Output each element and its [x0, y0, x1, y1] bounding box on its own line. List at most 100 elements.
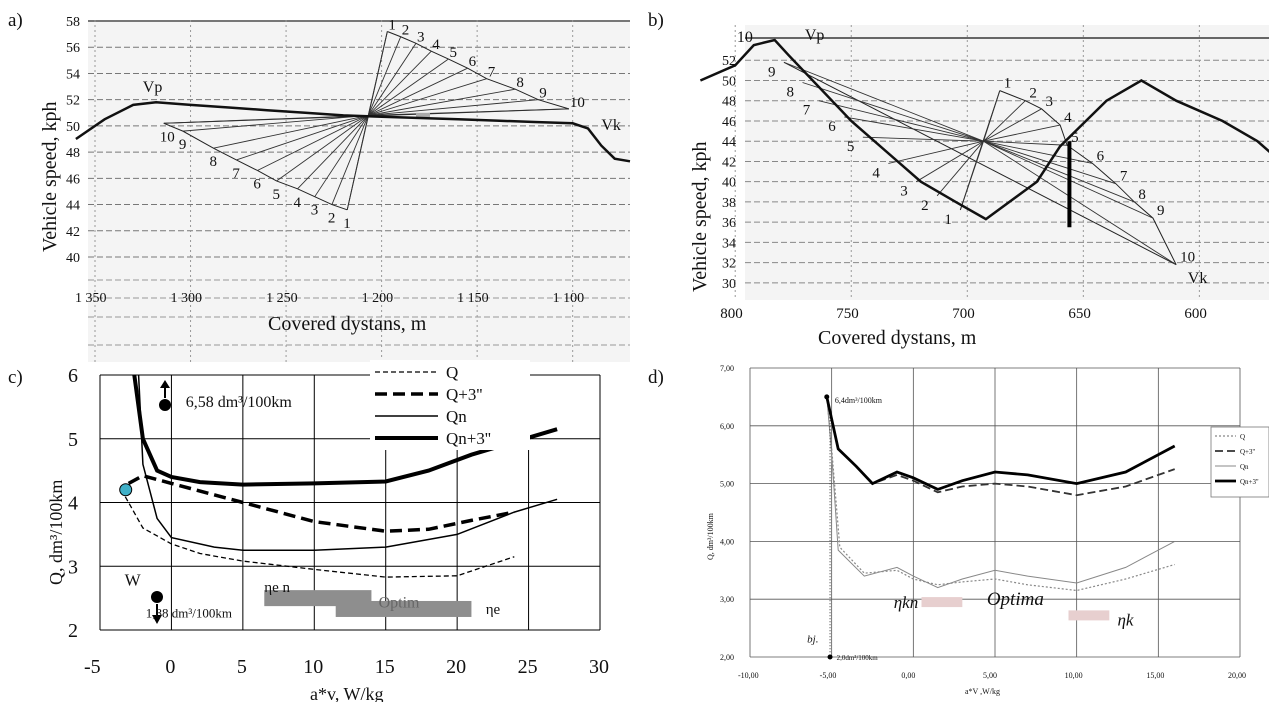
y-tick-label: 30	[722, 277, 736, 292]
fan-line	[367, 43, 417, 116]
x-tick-label: 5	[237, 656, 247, 678]
legend-box	[1210, 426, 1269, 498]
x-tick-label: 600	[1184, 306, 1207, 322]
fan-line	[888, 140, 984, 164]
legend: Q Q+3'' Qn Qn+3''	[370, 360, 530, 450]
fan-line	[368, 78, 487, 116]
panel-d: 2,00 3,00 4,00 5,00 6,00 7,00 -10,00 -5,00 0,00 5…	[706, 364, 1269, 696]
y-tick-label: 40	[66, 251, 80, 266]
legend: Q Q+3'' Qn Qn+3''	[1210, 426, 1269, 498]
fan-line	[936, 140, 984, 197]
legend-label: Qn+3''	[1240, 478, 1259, 486]
fan-label: 9	[1157, 203, 1165, 219]
y-tick-label: 42	[66, 225, 80, 240]
fan-line	[257, 114, 369, 171]
fan-line	[983, 108, 1042, 142]
fan-label: 8	[787, 85, 795, 101]
x-tick-label: 650	[1068, 306, 1091, 322]
min-marker	[827, 654, 833, 660]
fan-label: 9	[179, 137, 187, 153]
fan-line	[276, 115, 369, 182]
fan-label: 6	[1097, 148, 1105, 164]
x-tick-label: 0	[165, 656, 175, 678]
fan-line	[163, 114, 369, 124]
x-axis-label: a*V ,W/kg	[965, 687, 1000, 696]
fan-label: 6	[253, 176, 261, 192]
annotation: Optima	[987, 589, 1044, 610]
fan-line	[368, 108, 569, 116]
fan-label: 2	[1029, 86, 1037, 102]
x-tick-label: 700	[952, 306, 975, 322]
y-axis-label: Vehicle speed, kph	[39, 101, 61, 252]
y-tick-label: 44	[722, 135, 736, 150]
annotation: 10	[737, 29, 753, 46]
legend-label: Qn	[1240, 463, 1249, 471]
x-tick-label: 15,00	[1146, 671, 1164, 680]
annotation: Vp	[143, 79, 163, 96]
optimum-bar	[335, 600, 472, 617]
y-tick-label: 6	[68, 365, 78, 387]
x-tick-label: 10	[303, 656, 323, 678]
panel-b: 2 3 4 5 6 -5 0 5 10 15 20 25 30 a*v, W/kg Q, dm³/100km…	[46, 360, 609, 702]
annotation: Vk	[601, 117, 621, 134]
annotation: Vk	[1188, 270, 1208, 287]
fan-line	[236, 114, 369, 161]
annotation: ηk	[1118, 610, 1134, 629]
legend-label: Q	[446, 363, 458, 382]
fan-label: 6	[469, 54, 477, 70]
optimum-bar	[921, 597, 963, 608]
fan-label: 10	[160, 129, 175, 145]
fan-line	[862, 136, 984, 142]
fan-label: 10	[570, 95, 585, 111]
y-axis-label: Q, dm³/100km	[706, 512, 715, 560]
series-line	[825, 396, 1176, 491]
fan-label: 5	[449, 45, 457, 61]
y-tick-label: 3	[68, 556, 78, 578]
series-line	[137, 374, 558, 552]
fan-label: 3	[311, 203, 319, 219]
x-tick-label: 1 300	[171, 291, 203, 306]
y-tick-label: 3,00	[720, 595, 734, 604]
y-tick-label: 58	[66, 15, 80, 30]
fan-line	[368, 67, 468, 116]
panel-label: a)	[8, 10, 23, 31]
fan-envelope	[163, 122, 348, 211]
legend-label: Qn+3''	[446, 429, 491, 448]
x-tick-label: 750	[836, 306, 859, 322]
annotation: W	[125, 570, 142, 589]
fan-label: 10	[1180, 250, 1195, 266]
panel-label: b)	[648, 10, 664, 31]
x-tick-label: -10,00	[738, 671, 759, 680]
annotation: 2,0dm³/100km	[837, 654, 879, 662]
fan-label: 5	[847, 139, 855, 155]
x-tick-label: 15	[375, 656, 395, 678]
fan-line	[346, 115, 369, 210]
x-tick-label: 20	[446, 656, 466, 678]
y-tick-label: 5	[68, 429, 78, 451]
fan-line	[959, 141, 984, 211]
legend-label: Q	[1240, 433, 1245, 441]
plot-area	[88, 20, 630, 362]
speed-profile	[699, 38, 1269, 221]
x-tick-label: 1 200	[362, 291, 394, 306]
y-tick-label: 32	[722, 257, 736, 272]
x-tick-label: 25	[518, 656, 538, 678]
max-marker	[159, 399, 171, 411]
x-tick-label: 1 350	[75, 291, 107, 306]
fan-label: 3	[417, 29, 425, 45]
y-tick-label: 48	[722, 95, 736, 110]
grey-marker	[416, 112, 430, 119]
fan-label: 1	[388, 17, 396, 33]
legend-label: Qn	[446, 407, 467, 426]
fan-label: 2	[328, 211, 336, 227]
arrow-down-head	[152, 615, 162, 624]
x-tick-label: 1 150	[457, 291, 489, 306]
x-tick-label: 800	[720, 306, 743, 322]
fan-line	[314, 115, 369, 197]
y-tick-label: 50	[66, 120, 80, 135]
x-tick-label: 10,00	[1065, 671, 1083, 680]
fan-line	[182, 114, 369, 132]
fan-line	[331, 115, 369, 205]
x-tick-label: -5	[84, 656, 101, 678]
